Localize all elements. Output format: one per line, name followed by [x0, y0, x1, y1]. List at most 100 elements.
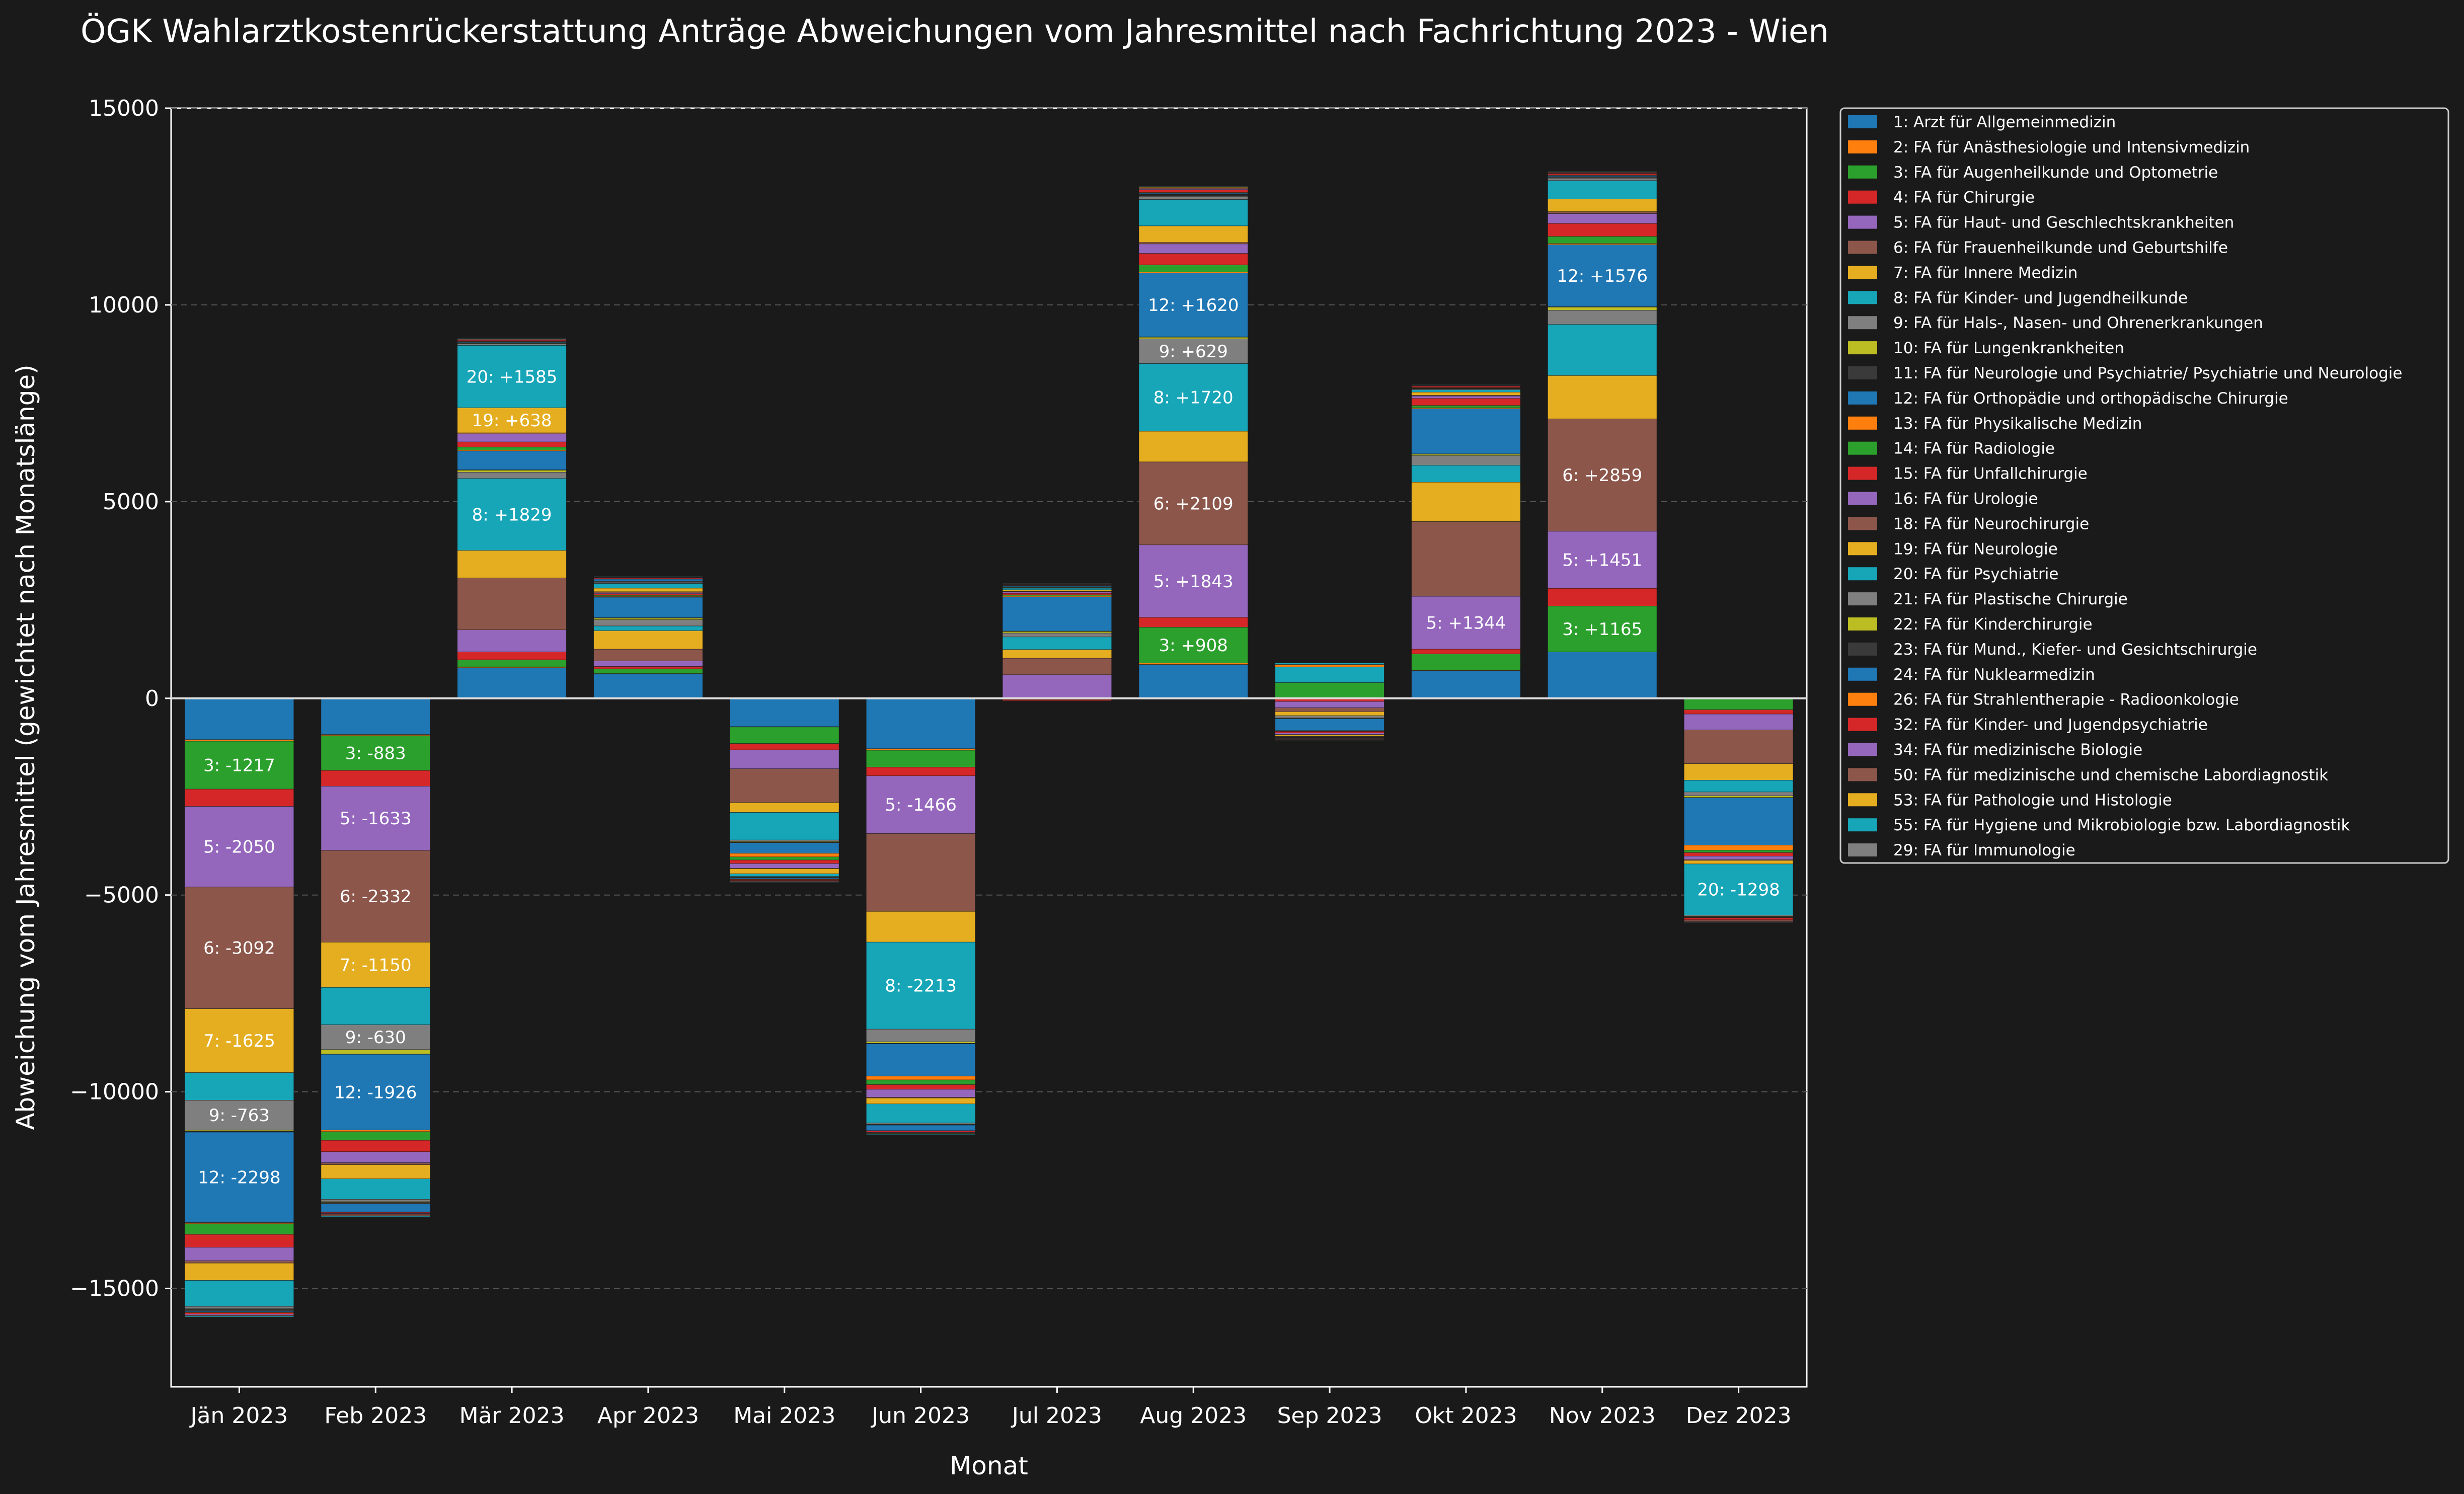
bar-segment: [593, 619, 703, 626]
bar-segment: [866, 1097, 976, 1105]
bar-segment: [457, 340, 567, 342]
legend-entry: 5: FA für Haut- und Geschlechtskrankheit…: [1893, 214, 2234, 232]
bar-segment: [1138, 264, 1248, 272]
bar-segment: [1275, 715, 1384, 719]
segment-label: 8: -2213: [885, 976, 957, 996]
legend-swatch: [1848, 316, 1877, 330]
legend-swatch: [1848, 341, 1877, 355]
bar-segment: [1275, 733, 1384, 735]
bar-segment: [321, 1204, 430, 1212]
bar-segment: [1411, 482, 1521, 522]
bar-segment: [1275, 735, 1384, 737]
bar-segment: [1138, 337, 1248, 339]
bar-segment: [184, 698, 294, 740]
bar-segment: [593, 625, 703, 631]
bar-segment: [321, 770, 430, 787]
bar-segment: [730, 859, 839, 864]
legend-entry: 15: FA für Unfallchirurgie: [1893, 465, 2088, 483]
bar-segment: [1275, 701, 1384, 708]
y-tick-label: −10000: [70, 1079, 159, 1105]
bar-segment: [184, 1222, 294, 1224]
bar-segment: [457, 343, 567, 346]
bar-segment: [1683, 915, 1794, 917]
bar-segment: [184, 789, 294, 807]
legend-swatch: [1848, 642, 1877, 656]
bar-segment: [1548, 213, 1657, 224]
x-tick-label: Aug 2023: [1140, 1403, 1247, 1429]
bar-segment: [1002, 583, 1112, 584]
legend-swatch: [1848, 517, 1877, 530]
bar-segment: [1683, 855, 1794, 860]
segment-label: 12: -2298: [198, 1168, 280, 1188]
bar-segment: [1548, 171, 1657, 172]
bar-segment: [1275, 719, 1384, 731]
bar-segment: [730, 853, 839, 857]
segment-label: 5: -1633: [340, 809, 412, 829]
bar-segment: [1683, 863, 1794, 915]
bar-segment: [1683, 714, 1794, 730]
bar-segment: [1138, 199, 1248, 226]
bar-segment: [1002, 658, 1112, 675]
bar-segment: [1411, 408, 1521, 454]
legend-swatch: [1848, 592, 1877, 606]
legend-swatch: [1848, 617, 1877, 631]
bar-segment: [457, 441, 567, 447]
bar-segment: [593, 591, 703, 593]
x-axis-label: Monat: [950, 1451, 1028, 1480]
bar-segment: [457, 478, 567, 551]
bar-segment: [1683, 845, 1794, 850]
bar-segment: [1138, 544, 1248, 618]
bar-segment: [1683, 860, 1794, 864]
x-tick-label: Jän 2023: [189, 1403, 288, 1429]
bar-segment: [184, 1132, 294, 1223]
bar-segment: [1138, 244, 1248, 254]
legend-swatch: [1848, 416, 1877, 430]
legend-swatch: [1848, 542, 1877, 556]
bar-segment: [730, 698, 839, 727]
bar-segment: [1275, 712, 1384, 716]
bar-segment: [866, 833, 976, 912]
bar-segment: [321, 1162, 430, 1165]
bar-segment: [1548, 306, 1657, 310]
bar-segment: [321, 698, 430, 735]
bar-segment: [1002, 699, 1112, 701]
legend-entry: 10: FA für Lungenkrankheiten: [1893, 339, 2124, 357]
plot-area: [170, 107, 1808, 1388]
segment-labels: 3: -1217 5: -2050 6: -3092 7: -1625 9: -763 1…: [198, 266, 1780, 1188]
segment-label: 12: -1926: [334, 1082, 417, 1103]
bar-segment: [1138, 253, 1248, 265]
bar-segment: [593, 630, 703, 650]
x-tick-label: Jul 2023: [1011, 1403, 1102, 1429]
bar-segment: [593, 673, 703, 699]
bar-segment: [1411, 454, 1521, 456]
legend-swatch: [1848, 441, 1877, 455]
segment-label: 5: +1344: [1426, 613, 1506, 633]
bar-segment: [1548, 652, 1657, 699]
bar-segment: [1683, 920, 1794, 922]
x-axis-ticks: Jän 2023 Feb 2023 Mär 2023 Apr 2023 Mai 2023…: [189, 1387, 1792, 1429]
bar-segment: [1683, 710, 1794, 715]
bar-segment: [1548, 178, 1657, 181]
bar-segment: [866, 748, 976, 751]
legend-entry: 53: FA für Pathologie und Histologie: [1893, 791, 2172, 809]
legend: 1: Arzt für Allgemeinmedizin 2: FA für An…: [1839, 107, 2449, 864]
legend-swatch: [1848, 241, 1877, 254]
bar-segment: [184, 1309, 294, 1311]
bar-segment: [1548, 243, 1657, 245]
bar-segment: [184, 1072, 294, 1100]
bar-segment: [593, 597, 703, 618]
y-axis-ticks: 15000 10000 5000 0 −5000 −10000 −15000: [70, 96, 171, 1302]
bar-segment: [730, 842, 839, 854]
bar-segment: [1138, 242, 1248, 245]
legend-entry: 18: FA für Neurochirurgie: [1893, 515, 2089, 533]
bar-segment: [730, 727, 839, 744]
segment-label: 3: -883: [345, 744, 406, 764]
bar-segment: [1683, 699, 1794, 710]
bar-segment: [1411, 396, 1521, 399]
legend-swatch: [1848, 843, 1877, 857]
bar-segment: [866, 1104, 976, 1123]
bar-segment: [730, 743, 839, 750]
segment-label: 6: +2859: [1562, 465, 1642, 486]
bar-segment: [457, 450, 567, 470]
